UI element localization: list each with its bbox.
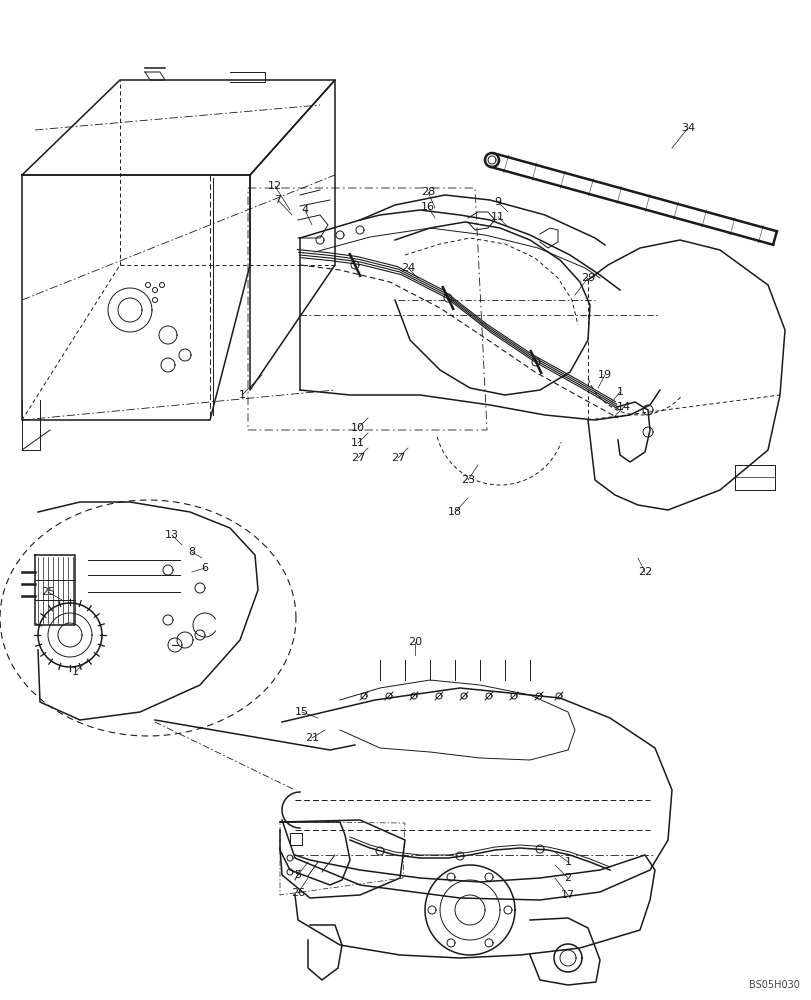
Text: 1: 1 (71, 667, 79, 677)
Text: 6: 6 (201, 563, 208, 573)
Text: 18: 18 (448, 507, 461, 517)
Text: 10: 10 (350, 423, 365, 433)
Text: 27: 27 (350, 453, 365, 463)
Text: 16: 16 (420, 202, 435, 212)
Text: 19: 19 (597, 370, 611, 380)
Text: 9: 9 (494, 197, 501, 207)
Text: 26: 26 (290, 888, 305, 898)
Text: 20: 20 (407, 637, 422, 647)
Text: 11: 11 (491, 212, 504, 222)
Text: 14: 14 (616, 402, 630, 412)
Text: BS05H030: BS05H030 (749, 980, 799, 990)
Text: 25: 25 (41, 587, 55, 597)
Text: 1: 1 (564, 857, 571, 867)
Text: 21: 21 (305, 733, 319, 743)
Text: 1: 1 (238, 390, 245, 400)
Text: 11: 11 (350, 438, 365, 448)
Text: 5: 5 (294, 870, 301, 880)
Text: 23: 23 (461, 475, 474, 485)
Text: 2: 2 (564, 873, 571, 883)
Text: 1: 1 (616, 387, 623, 397)
Text: 12: 12 (268, 181, 281, 191)
Text: 13: 13 (165, 530, 178, 540)
Text: 29: 29 (580, 273, 594, 283)
Text: 15: 15 (294, 707, 309, 717)
Text: 22: 22 (637, 567, 651, 577)
Text: 27: 27 (390, 453, 405, 463)
Text: 24: 24 (401, 263, 414, 273)
Text: 8: 8 (188, 547, 195, 557)
Text: 4: 4 (301, 205, 308, 215)
Text: 7: 7 (274, 195, 281, 205)
Text: 28: 28 (420, 187, 435, 197)
Text: 34: 34 (680, 123, 694, 133)
Text: 17: 17 (560, 890, 574, 900)
